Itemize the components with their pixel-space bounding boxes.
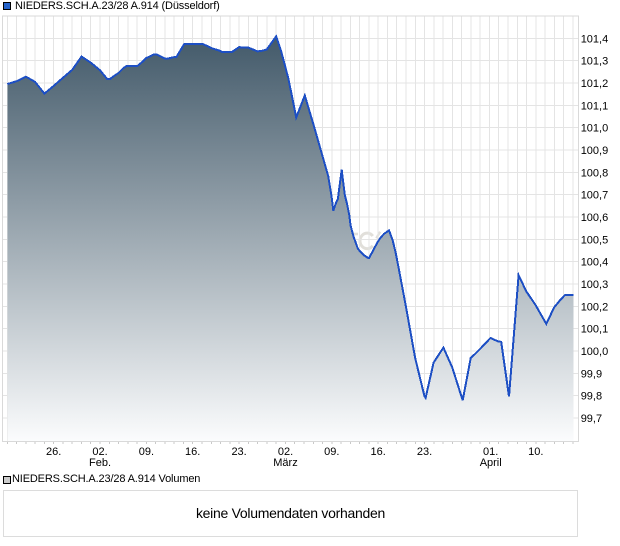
svg-text:01.: 01. — [483, 446, 498, 458]
svg-text:100,9: 100,9 — [581, 145, 609, 157]
svg-text:23.: 23. — [231, 446, 246, 458]
svg-text:100,5: 100,5 — [581, 234, 609, 246]
svg-text:23.: 23. — [417, 446, 432, 458]
svg-text:April: April — [480, 457, 502, 469]
svg-text:101,1: 101,1 — [581, 100, 609, 112]
svg-text:26.: 26. — [46, 446, 61, 458]
svg-text:99,7: 99,7 — [581, 413, 602, 425]
svg-text:100,0: 100,0 — [581, 346, 609, 358]
svg-text:02.: 02. — [92, 446, 107, 458]
svg-text:10.: 10. — [528, 446, 543, 458]
svg-text:09.: 09. — [139, 446, 154, 458]
svg-text:99,8: 99,8 — [581, 391, 602, 403]
svg-text:100,4: 100,4 — [581, 257, 609, 269]
svg-text:02.: 02. — [278, 446, 293, 458]
svg-text:Feb.: Feb. — [89, 457, 111, 469]
svg-text:100,3: 100,3 — [581, 279, 609, 291]
svg-text:März: März — [273, 457, 297, 469]
svg-text:100,8: 100,8 — [581, 167, 609, 179]
svg-text:16.: 16. — [185, 446, 200, 458]
svg-text:16.: 16. — [371, 446, 386, 458]
svg-text:101,4: 101,4 — [581, 33, 609, 45]
svg-text:101,0: 101,0 — [581, 123, 609, 135]
svg-text:101,2: 101,2 — [581, 78, 609, 90]
svg-text:101,3: 101,3 — [581, 56, 609, 68]
svg-text:99,9: 99,9 — [581, 368, 602, 380]
svg-text:100,1: 100,1 — [581, 324, 609, 336]
svg-text:09.: 09. — [324, 446, 339, 458]
svg-text:100,6: 100,6 — [581, 212, 609, 224]
svg-text:100,2: 100,2 — [581, 301, 609, 313]
svg-text:100,7: 100,7 — [581, 190, 609, 202]
